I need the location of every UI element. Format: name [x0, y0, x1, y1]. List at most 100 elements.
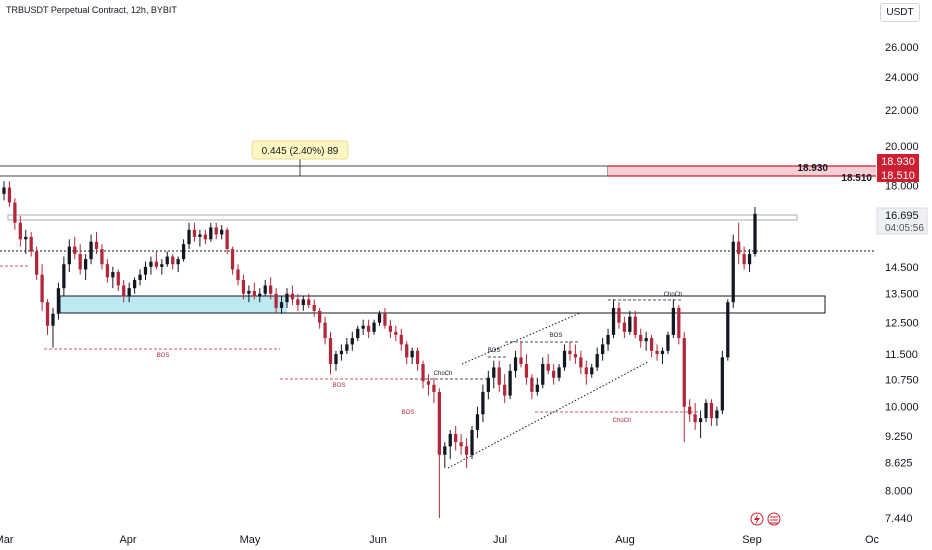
candle-body — [83, 259, 88, 270]
candle-body — [628, 316, 632, 332]
candle-body — [410, 350, 414, 358]
candle-body — [649, 338, 654, 351]
candle-body — [655, 350, 659, 355]
candle-body — [715, 410, 719, 419]
candle-body — [552, 370, 556, 378]
candle-body — [203, 234, 207, 240]
y-tick-label: 24.000 — [885, 72, 919, 84]
y-tick-label: 10.750 — [885, 374, 919, 386]
candle-body — [541, 364, 545, 385]
lower-price-tag-text: 18.510 — [881, 170, 915, 182]
candle-body — [100, 249, 104, 265]
lower-level-text: 18.510 — [841, 173, 872, 184]
candle-body — [535, 384, 539, 392]
candle-body — [301, 299, 305, 306]
candle-body — [312, 305, 316, 311]
x-tick-label: Aug — [615, 534, 635, 546]
candle-body — [464, 446, 469, 455]
candle-body — [698, 418, 703, 423]
candle-body — [737, 241, 741, 255]
supply-box-red-extension — [608, 166, 876, 176]
candle-body — [181, 244, 186, 260]
resistance-box — [7, 214, 798, 221]
candle-body — [606, 334, 610, 345]
candle-body — [432, 384, 436, 392]
y-tick-label: 7.440 — [885, 513, 913, 525]
candle-body — [29, 236, 33, 252]
candle-body — [644, 338, 648, 342]
candle-body — [143, 266, 148, 275]
candle-body — [546, 364, 550, 371]
structure-label: BOS — [488, 348, 501, 354]
candle-body — [590, 367, 594, 375]
candle-body — [682, 338, 686, 407]
candle-body — [350, 338, 354, 345]
candle-body — [481, 391, 485, 415]
y-tick-label: 9.250 — [885, 431, 913, 443]
candle-body — [171, 256, 175, 265]
y-tick-label: 20.000 — [885, 141, 919, 153]
candle-body — [78, 254, 82, 270]
y-tick-label: 11.500 — [885, 349, 918, 361]
candle-body — [165, 256, 169, 265]
candle-body — [307, 299, 311, 306]
candle-body — [611, 307, 616, 335]
y-tick-label: 8.625 — [885, 457, 913, 469]
x-tick-label: Apr — [119, 534, 136, 546]
x-tick-label: Mar — [0, 534, 14, 546]
candle-body — [731, 241, 735, 303]
currency-button[interactable]: USDT — [880, 3, 920, 22]
candle-body — [383, 313, 387, 326]
candle-body — [258, 293, 262, 297]
candle-body — [470, 429, 474, 455]
x-tick-label: Oc — [865, 534, 880, 546]
candle-body — [296, 299, 300, 306]
candle-body — [225, 229, 229, 250]
candle-body — [285, 293, 289, 303]
candle-body — [437, 391, 441, 455]
candle-body — [377, 313, 382, 323]
candle-body — [366, 325, 371, 332]
candle-body — [660, 350, 665, 355]
candle-body — [122, 285, 126, 297]
candle-body — [2, 187, 6, 194]
candle-body — [497, 367, 501, 385]
y-tick-label: 8.000 — [885, 486, 913, 498]
candle-body — [269, 285, 273, 294]
upper-price-tag — [877, 154, 919, 168]
structure-label: BOS — [402, 410, 415, 416]
candle-body — [448, 434, 452, 447]
supply-box — [0, 165, 609, 177]
y-tick-label: 22.000 — [885, 105, 919, 117]
measure-tooltip-box — [251, 140, 349, 160]
candle-body — [394, 331, 398, 335]
y-tick-label: 14.500 — [885, 262, 919, 274]
upper-price-tag-text: 18.930 — [881, 156, 915, 168]
candle-body — [230, 249, 235, 270]
candle-body — [421, 364, 425, 382]
structure-label: ChoCh — [434, 371, 453, 377]
candle-body — [513, 357, 518, 371]
candle-body — [568, 350, 572, 355]
candle-body — [24, 236, 28, 240]
candle-body — [94, 241, 99, 250]
candle-body — [633, 316, 637, 335]
candle-body — [334, 354, 338, 365]
candle-body — [503, 384, 507, 396]
candle-body — [214, 227, 218, 235]
candle-body — [372, 322, 376, 332]
candle-body — [753, 213, 757, 255]
candle-body — [279, 302, 284, 308]
y-tick-label: 18.000 — [885, 180, 919, 192]
candle-body — [154, 261, 159, 267]
lower-price-tag — [877, 168, 919, 182]
candle-body — [600, 344, 605, 355]
candle-body — [132, 280, 137, 289]
candle-body — [236, 269, 240, 281]
candle-body — [530, 377, 534, 392]
candle-body — [361, 325, 365, 329]
x-tick-label: Jul — [493, 534, 507, 546]
candle-body — [573, 354, 578, 358]
